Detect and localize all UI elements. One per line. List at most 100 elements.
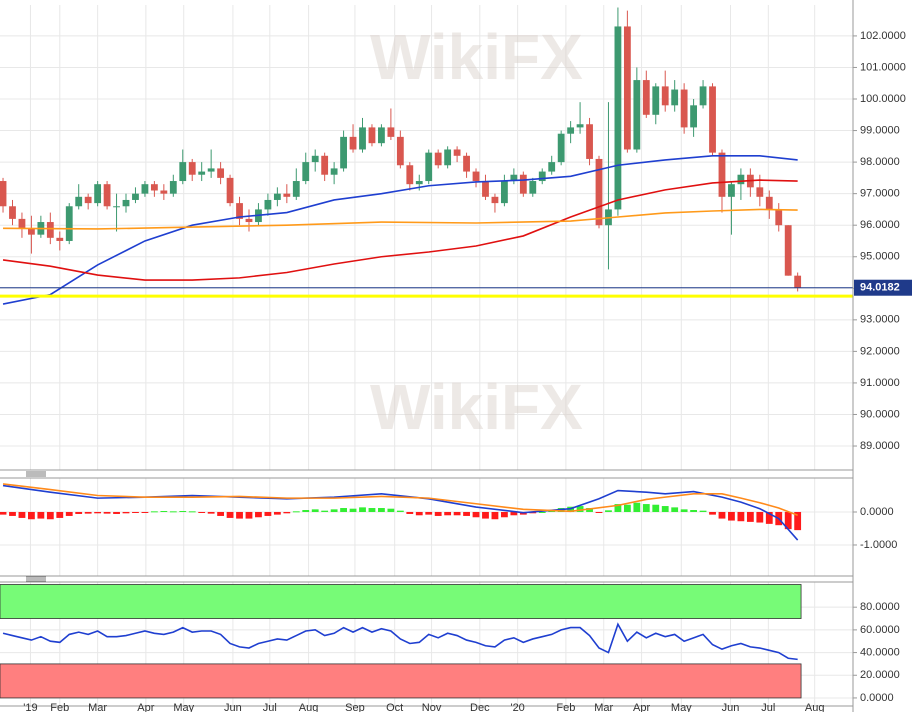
histogram-bar (273, 511, 281, 515)
candle-body (122, 199, 130, 207)
x-tick-label: Aug (805, 702, 825, 712)
y-tick-label: 97.0000 (860, 188, 900, 200)
histogram-bar (75, 511, 83, 514)
candle-body (368, 127, 376, 144)
histogram-bar (179, 510, 187, 512)
histogram-bar (264, 511, 272, 516)
histogram-bar (614, 504, 622, 512)
histogram-bar (595, 511, 603, 513)
histogram-bar (330, 509, 338, 512)
candle-body (283, 193, 291, 197)
candle-body (340, 136, 347, 169)
candle-body (576, 124, 584, 128)
candle-body (491, 196, 499, 204)
histogram-bar (737, 511, 745, 522)
histogram-bar (784, 511, 792, 530)
candle-body (132, 193, 139, 200)
panel-handle[interactable] (26, 471, 46, 582)
candle-body (302, 162, 310, 182)
histogram-bar (538, 511, 546, 513)
candle-body (775, 209, 783, 226)
candle-body (264, 199, 272, 210)
x-tick-label: Oct (386, 702, 403, 712)
histogram-bar (728, 511, 735, 521)
candle-body (614, 26, 622, 210)
candle-body (718, 152, 726, 197)
candle-body (642, 80, 650, 115)
histogram-bar (188, 511, 196, 513)
histogram-bar (0, 511, 7, 515)
candle-body (557, 133, 565, 163)
y-tick-label: 96.0000 (860, 219, 900, 231)
y-tick-label: 40.0000 (860, 646, 900, 658)
y-tick-label: 80.0000 (860, 601, 900, 613)
y-tick-label: 99.0000 (860, 124, 900, 136)
histogram-bar (661, 506, 669, 512)
axes-layer: 89.000090.000091.000092.000093.000094.00… (23, 30, 912, 712)
candle-body (699, 86, 707, 106)
histogram-bar (302, 510, 310, 512)
histogram-bar (463, 511, 470, 516)
x-tick-label: Apr (137, 702, 154, 712)
histogram-bar (690, 510, 698, 512)
candle-body (434, 152, 442, 166)
candle-body (765, 196, 773, 210)
histogram-bar (311, 509, 319, 512)
y-tick-label: 95.0000 (860, 251, 900, 263)
y-tick-label: 100.0000 (860, 93, 906, 105)
indicator-line (2, 484, 799, 541)
histogram-bar (207, 511, 215, 514)
indicator-line (2, 483, 798, 517)
x-tick-label: Feb (556, 702, 575, 712)
histogram-bar (132, 511, 139, 513)
histogram-bar (406, 511, 414, 514)
candle-body (652, 86, 660, 115)
y-tick-label: 101.0000 (860, 61, 906, 73)
histogram-bar (160, 510, 168, 512)
candle-body (292, 181, 300, 197)
histogram-bar (18, 511, 26, 518)
y-tick-label: 0.0000 (860, 692, 894, 704)
histogram-bar (453, 511, 461, 516)
x-tick-label: '20 (510, 702, 524, 712)
histogram-bar (387, 508, 395, 512)
histogram-bar (378, 508, 385, 512)
histogram-bar (9, 511, 16, 516)
histogram-bar (500, 511, 508, 518)
x-tick-label: Feb (50, 702, 69, 712)
candle-body (198, 171, 206, 175)
candle-body (217, 168, 225, 178)
candle-body (378, 127, 385, 144)
histogram-bar (605, 510, 612, 512)
candle-body (84, 196, 92, 204)
candle-body (463, 155, 470, 172)
x-tick-label: May (173, 702, 194, 712)
candle-body (169, 181, 177, 194)
histogram-bar (292, 511, 300, 513)
candle-body (103, 184, 111, 207)
x-tick-label: Sep (345, 702, 365, 712)
candle-body (453, 149, 461, 156)
candle-body (595, 158, 603, 226)
x-tick-label: '19 (23, 702, 37, 712)
histogram-bar (198, 511, 206, 513)
histogram-bar (236, 511, 243, 519)
histogram-bar (396, 510, 404, 512)
candle-body (415, 181, 423, 185)
histogram-bar (122, 511, 130, 514)
candle-body (56, 237, 64, 241)
last-price-box (854, 279, 912, 296)
candle-body (75, 196, 83, 207)
histogram-bar (765, 511, 773, 524)
histogram-bar (359, 507, 366, 512)
histogram-bar (349, 508, 357, 512)
histogram-bar (226, 511, 234, 518)
candle-body (359, 127, 366, 150)
candle-body (623, 26, 631, 150)
histogram-bar (699, 510, 707, 512)
x-tick-label: Mar (88, 702, 107, 712)
x-tick-label: Mar (594, 702, 613, 712)
candle-body (406, 165, 414, 185)
y-tick-label: 98.0000 (860, 156, 900, 168)
candle-body (680, 89, 688, 128)
